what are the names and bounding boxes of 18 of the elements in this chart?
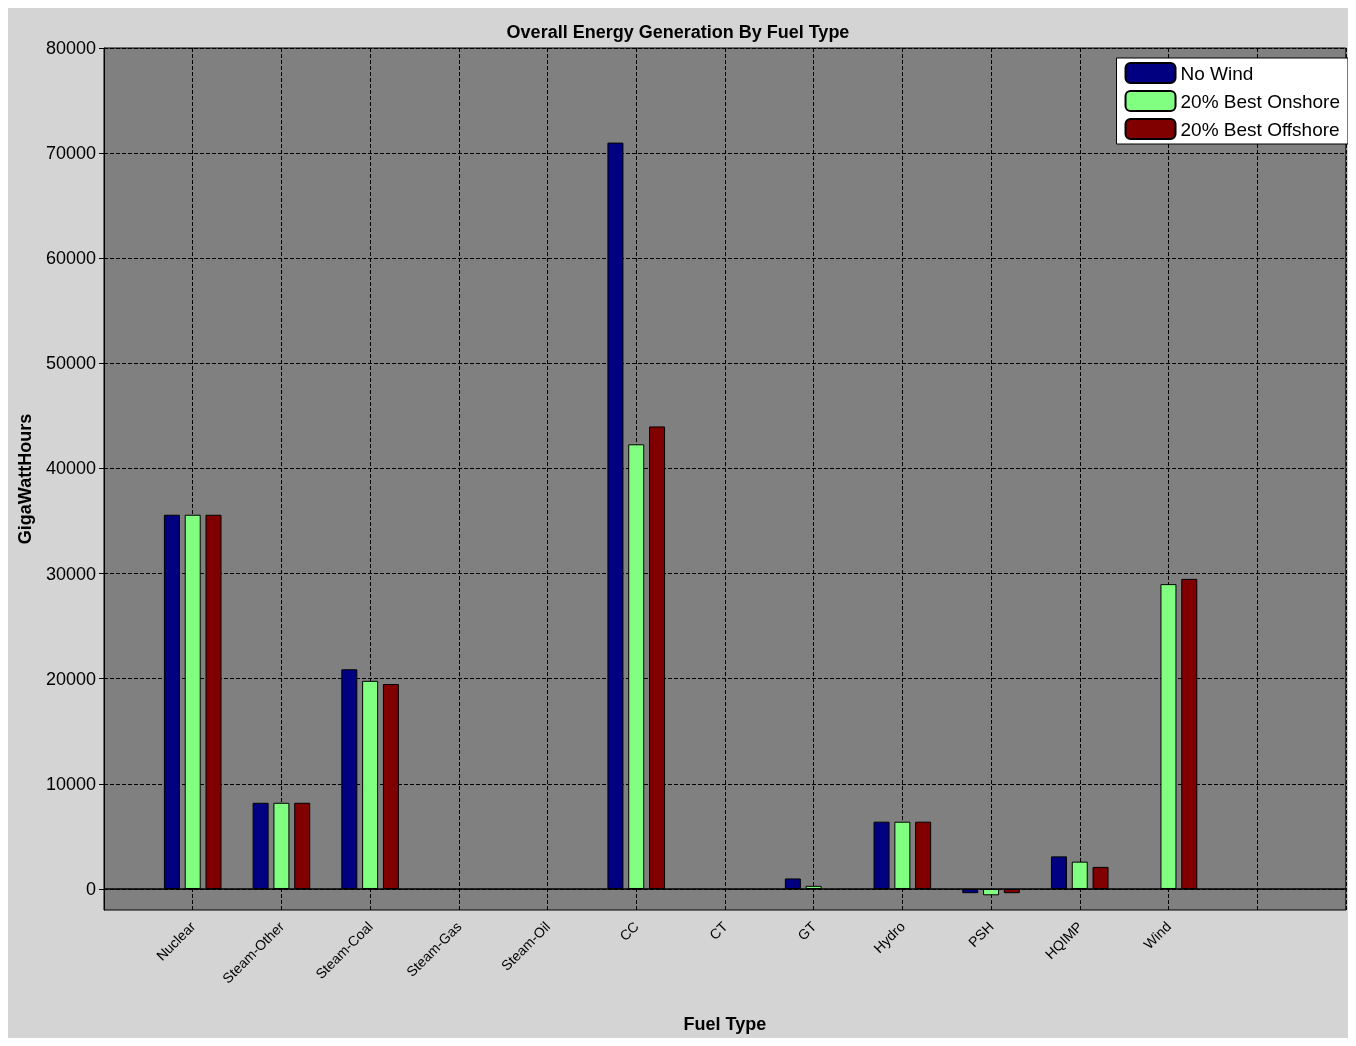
x-axis-title: Fuel Type (683, 1014, 767, 1034)
y-tick-label: 50000 (45, 353, 96, 374)
y-tick-label: 40000 (45, 458, 96, 479)
legend-label: 20% Best Onshore (1180, 90, 1341, 112)
x-tick-label: CC (616, 918, 642, 944)
y-tick-label: 70000 (45, 143, 96, 164)
y-tick-label: 10000 (45, 773, 96, 794)
y-tick-label: 0 (85, 878, 96, 899)
y-tick-label: 30000 (45, 563, 96, 584)
chart-title: Overall Energy Generation By Fuel Type (506, 22, 850, 42)
y-axis-title: GigaWattHours (15, 413, 35, 545)
y-tick-label: 80000 (45, 38, 96, 58)
legend-label: 20% Best Offshore (1180, 118, 1340, 140)
y-tick-label: 20000 (45, 668, 96, 689)
x-tick-label: GT (794, 918, 820, 944)
legend-label: No Wind (1180, 62, 1254, 84)
y-tick-label: 60000 (45, 248, 96, 269)
x-tick-label: CT (706, 918, 731, 943)
